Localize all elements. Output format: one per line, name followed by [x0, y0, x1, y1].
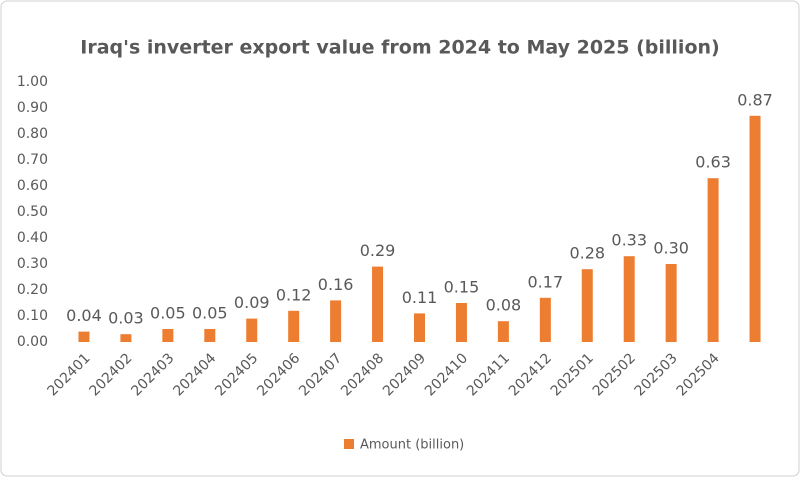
- data-label: 0.17: [528, 272, 564, 291]
- bar: [414, 313, 425, 342]
- data-label: 0.09: [234, 293, 270, 312]
- bar: [120, 334, 132, 342]
- data-label: 0.05: [192, 304, 228, 323]
- bar: [749, 115, 761, 342]
- y-tick-label: 1.00: [17, 74, 48, 90]
- data-label: 0.87: [737, 90, 773, 109]
- y-tick-label: 0.40: [17, 230, 48, 246]
- data-label: 0.05: [150, 304, 186, 323]
- data-label: 0.11: [402, 288, 438, 307]
- y-tick-label: 0.50: [17, 204, 48, 220]
- data-label: 0.29: [360, 241, 396, 260]
- data-label: 0.04: [66, 306, 102, 325]
- y-tick-label: 0.60: [17, 178, 48, 194]
- bar: [288, 310, 300, 342]
- bar: [204, 329, 216, 342]
- y-tick-label: 0.00: [17, 334, 48, 350]
- data-label: 0.03: [108, 309, 144, 328]
- bar: [372, 266, 384, 342]
- bar: [707, 178, 719, 342]
- bar: [78, 331, 90, 342]
- y-tick-label: 0.20: [17, 282, 48, 298]
- data-label: 0.08: [486, 296, 522, 315]
- data-label: 0.30: [653, 239, 689, 258]
- bar: [539, 297, 551, 342]
- y-tick-label: 0.90: [17, 100, 48, 116]
- bar: [581, 269, 593, 342]
- bar: [455, 303, 467, 342]
- y-tick-label: 0.80: [17, 126, 48, 142]
- data-label: 0.15: [444, 278, 480, 297]
- y-tick-label: 0.30: [17, 256, 48, 272]
- data-label: 0.28: [569, 244, 605, 263]
- legend-label: Amount (billion): [360, 438, 464, 453]
- bar: [162, 329, 174, 342]
- y-tick-label: 0.10: [17, 308, 48, 324]
- data-label: 0.16: [318, 275, 354, 294]
- bar: [497, 321, 509, 342]
- chart-title: Iraq's inverter export value from 2024 t…: [80, 37, 719, 59]
- bar: [330, 300, 342, 342]
- bar: [623, 256, 635, 342]
- bar: [246, 318, 258, 342]
- data-label: 0.63: [695, 153, 731, 172]
- bar: [665, 264, 677, 342]
- data-label: 0.12: [276, 285, 312, 304]
- data-label: 0.33: [611, 231, 647, 250]
- y-tick-label: 0.70: [17, 152, 48, 168]
- legend-swatch: [344, 439, 354, 449]
